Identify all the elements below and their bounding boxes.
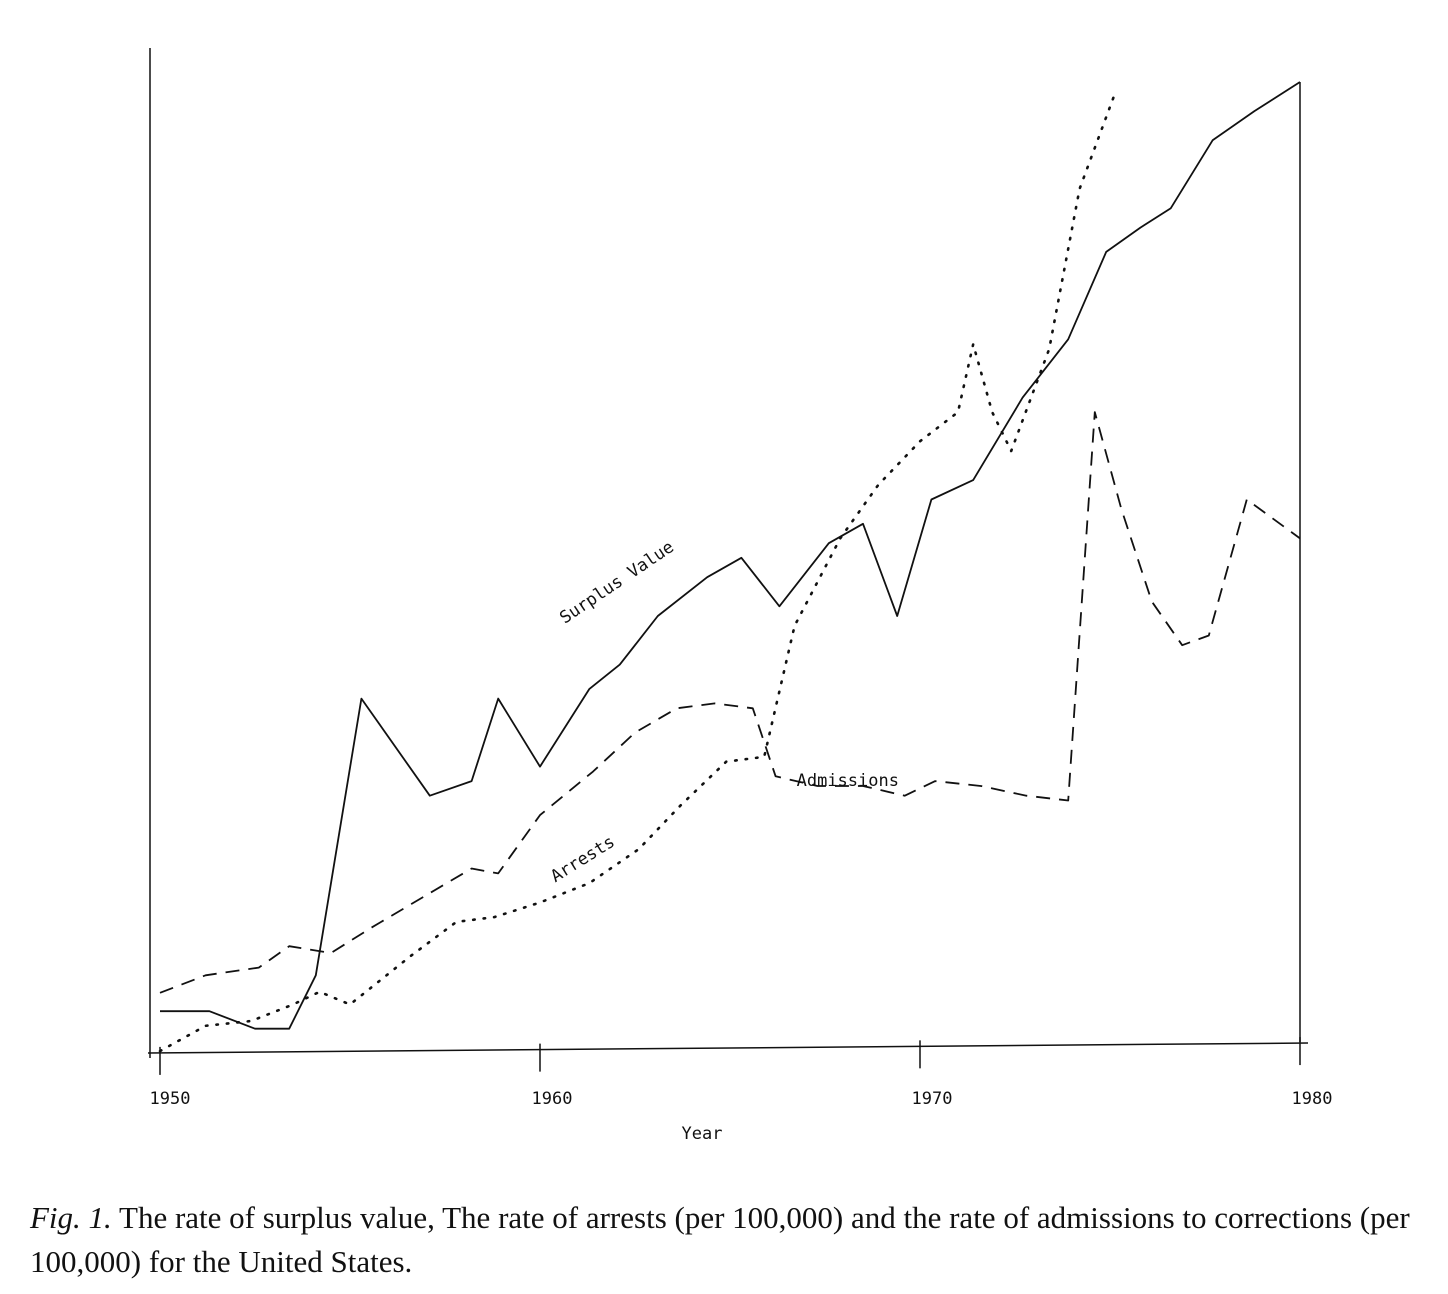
- series-line-surplus-value: [160, 81, 1301, 1030]
- x-axis-title: Year: [682, 1124, 723, 1144]
- series-label-arrests: Arrests: [547, 832, 618, 887]
- series-line-arrests: [158, 95, 1116, 1053]
- x-axis-line: [147, 1042, 1309, 1054]
- figure-caption: Fig. 1. The rate of surplus value, The r…: [30, 1196, 1430, 1284]
- chart: 1950 1960 1970 1980 Surplus ValueAdmissions…: [147, 48, 1333, 1144]
- x-tick-label: 1950: [150, 1089, 191, 1109]
- x-tick-label: 1970: [912, 1089, 953, 1109]
- figure-caption-text: The rate of surplus value, The rate of a…: [30, 1200, 1410, 1279]
- figure-caption-prefix: Fig. 1.: [30, 1200, 112, 1235]
- x-axis-ticks: 1950 1960 1970 1980: [150, 1037, 1333, 1109]
- series-line-admissions: [159, 411, 1301, 994]
- axes: [147, 48, 1309, 1058]
- x-tick-label: 1960: [532, 1089, 573, 1109]
- x-tick-label: 1980: [1292, 1089, 1333, 1109]
- series-label-admissions: Admissions: [797, 771, 899, 791]
- series-lines: [158, 81, 1301, 1053]
